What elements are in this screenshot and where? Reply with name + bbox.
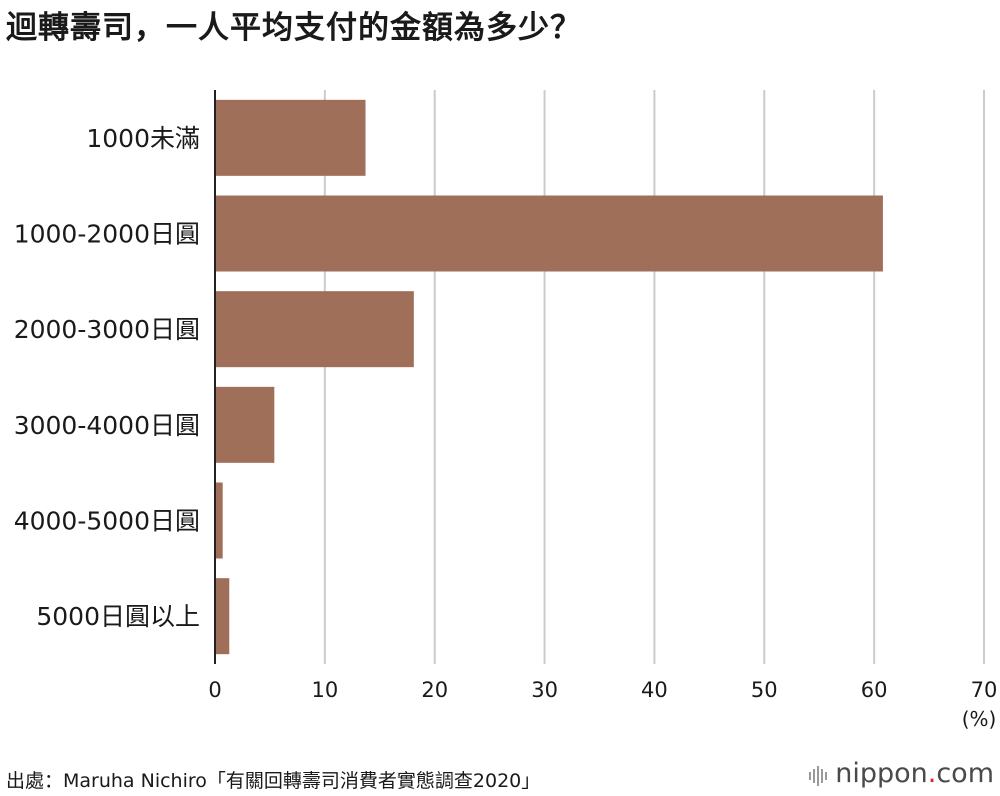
bar bbox=[215, 291, 414, 368]
category-labels: 1000未滿 1000-2000日圓 2000-3000日圓 3000-4000日圓 4… bbox=[14, 124, 200, 631]
x-tick-label: 30 bbox=[531, 678, 558, 702]
logo-suffix: com bbox=[936, 758, 994, 789]
bar bbox=[215, 386, 275, 463]
bars bbox=[215, 99, 883, 655]
category-label: 4000-5000日圓 bbox=[14, 507, 200, 536]
bar bbox=[215, 99, 366, 176]
category-label: 1000-2000日圓 bbox=[14, 220, 200, 249]
bar bbox=[215, 578, 230, 655]
x-unit-label: (%) bbox=[962, 707, 997, 731]
x-tick-label: 0 bbox=[208, 678, 221, 702]
category-label: 5000日圓以上 bbox=[36, 602, 200, 631]
category-label: 2000-3000日圓 bbox=[14, 315, 200, 344]
x-tick-label: 60 bbox=[861, 678, 888, 702]
grid-lines bbox=[323, 90, 985, 664]
x-tick-label: 10 bbox=[311, 678, 338, 702]
logo-mark-icon bbox=[809, 759, 829, 790]
logo-name: nippon bbox=[835, 758, 928, 789]
x-tick-label: 50 bbox=[751, 678, 778, 702]
bar-chart: 1000未滿 1000-2000日圓 2000-3000日圓 3000-4000日圓 4… bbox=[14, 90, 997, 731]
x-tick-label: 20 bbox=[421, 678, 448, 702]
nippon-logo: nippon.com bbox=[809, 758, 994, 790]
category-label: 3000-4000日圓 bbox=[14, 411, 200, 440]
bar bbox=[215, 482, 223, 559]
x-tick-labels: 0 10 20 30 40 50 60 70 bbox=[208, 678, 997, 702]
category-label: 1000未滿 bbox=[86, 124, 200, 153]
chart-title: 迴轉壽司，一人平均支付的金額為多少？ bbox=[6, 10, 582, 46]
source-note: 出處：Maruha Nichiro「有關回轉壽司消費者實態調查2020」 bbox=[6, 770, 541, 792]
x-tick-label: 40 bbox=[641, 678, 668, 702]
x-tick-label: 70 bbox=[971, 678, 998, 702]
logo-dot: . bbox=[927, 758, 937, 789]
bar bbox=[215, 195, 883, 272]
